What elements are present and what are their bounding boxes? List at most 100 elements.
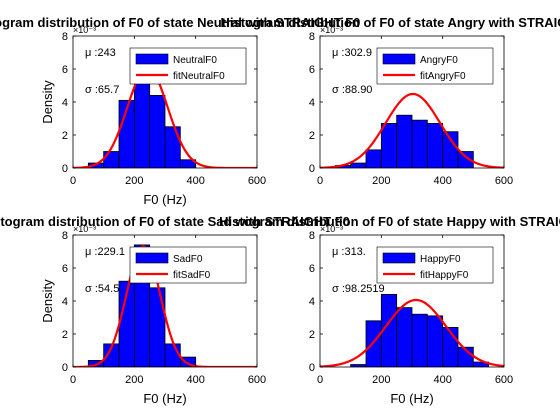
- x-tick-label: 600: [495, 374, 513, 386]
- y-exponent-label: ×10⁻³: [73, 25, 96, 35]
- histogram-bar: [365, 320, 382, 367]
- y-axis-label: Density: [40, 279, 55, 323]
- y-tick-label: 6: [62, 263, 68, 275]
- histogram-bar: [365, 149, 382, 168]
- histogram-bar: [380, 123, 398, 168]
- histogram-bar: [426, 123, 444, 168]
- histogram-bar: [179, 356, 197, 367]
- x-tick-label: 400: [186, 374, 204, 386]
- histogram-bar: [396, 114, 413, 168]
- chart-title: Histogram distribution of F0 of state Ne…: [0, 15, 360, 30]
- x-tick-label: 0: [70, 374, 76, 386]
- x-tick-label: 200: [125, 175, 143, 187]
- x-tick-label: 600: [248, 374, 266, 386]
- y-tick-label: 8: [62, 230, 68, 242]
- sigma-annotation: σ :65.7: [85, 84, 119, 96]
- y-tick-label: 6: [309, 64, 315, 76]
- bar-group: [334, 114, 474, 168]
- mu-annotation: μ :302.9: [332, 47, 372, 59]
- y-axis-label: Density: [40, 80, 55, 124]
- subplot-3: μ :229.1 σ :54.5 SadF0 fitSadF0 0 200 400 600 0 2…: [40, 224, 266, 406]
- histogram-bar: [411, 313, 428, 367]
- histogram-bar: [179, 159, 197, 168]
- y-tick-label: 4: [62, 296, 68, 308]
- histogram-bar: [426, 315, 444, 367]
- y-tick-label: 0: [62, 362, 68, 374]
- histogram-bar: [411, 119, 428, 168]
- x-tick-label: 0: [317, 175, 323, 187]
- legend-label-fit: fitHappyF0: [420, 270, 469, 281]
- fit-curve-line: [320, 92, 504, 168]
- y-tick-label: 0: [309, 163, 315, 175]
- histogram-bar: [442, 131, 459, 168]
- histogram-bar: [149, 95, 166, 168]
- x-tick-label: 200: [372, 374, 390, 386]
- histogram-bar: [103, 151, 120, 168]
- y-exponent-label: ×10⁻³: [320, 224, 343, 234]
- legend-swatch-bar: [135, 252, 169, 264]
- legend-swatch-bar: [382, 53, 416, 65]
- y-tick-label: 2: [309, 130, 315, 142]
- mu-annotation: μ :243: [85, 47, 116, 59]
- histogram-bar: [149, 287, 166, 367]
- mu-annotation: μ :229.1: [85, 246, 125, 258]
- x-axis-label: F0 (Hz): [143, 391, 186, 406]
- x-tick-label: 600: [248, 175, 266, 187]
- x-tick-label: 200: [372, 175, 390, 187]
- x-axis-label: F0 (Hz): [143, 192, 186, 207]
- x-tick-label: 400: [433, 374, 451, 386]
- y-tick-label: 2: [62, 329, 68, 341]
- y-tick-label: 8: [62, 31, 68, 43]
- histogram-bar: [350, 162, 367, 168]
- fit-curve-line: [73, 245, 257, 367]
- chart-title: Histogram distribution of F0 of state Ha…: [219, 214, 560, 229]
- chart-title: Histogram distribution of F0 of state An…: [220, 15, 560, 30]
- bar-group: [350, 293, 490, 367]
- y-tick-label: 0: [309, 362, 315, 374]
- legend-label-fit: fitNeutralF0: [173, 71, 225, 82]
- subplot-2: μ :302.9 σ :88.90 AngryF0 fitAngryF0 0 200 400…: [309, 25, 513, 187]
- y-tick-label: 8: [309, 230, 315, 242]
- legend-label-histogram: SadF0: [173, 254, 203, 265]
- mu-annotation: μ :313.: [332, 246, 366, 258]
- y-tick-label: 2: [62, 130, 68, 142]
- legend-label-histogram: AngryF0: [420, 55, 458, 66]
- bar-group: [87, 73, 197, 168]
- fit-curve-line: [320, 298, 504, 367]
- y-tick-label: 0: [62, 163, 68, 175]
- y-tick-label: 4: [62, 97, 68, 109]
- x-tick-label: 200: [125, 374, 143, 386]
- legend-label-fit: fitAngryF0: [420, 71, 466, 82]
- x-axis-label: F0 (Hz): [390, 391, 433, 406]
- y-tick-label: 8: [309, 31, 315, 43]
- x-tick-label: 0: [317, 374, 323, 386]
- histogram-bar: [164, 126, 181, 168]
- x-tick-label: 400: [433, 175, 451, 187]
- y-tick-label: 2: [309, 329, 315, 341]
- y-tick-label: 6: [309, 263, 315, 275]
- sigma-annotation: σ :88.90: [332, 84, 372, 96]
- legend-label-histogram: HappyF0: [420, 254, 461, 265]
- x-tick-label: 600: [495, 175, 513, 187]
- legend-swatch-bar: [135, 53, 169, 65]
- x-tick-label: 400: [186, 175, 204, 187]
- sigma-annotation: σ :98.2519: [332, 283, 385, 295]
- histogram-bar: [133, 73, 151, 168]
- legend-swatch-bar: [382, 252, 416, 264]
- y-exponent-label: ×10⁻³: [320, 25, 343, 35]
- sigma-annotation: σ :54.5: [85, 283, 119, 295]
- y-tick-label: 4: [309, 296, 315, 308]
- x-tick-label: 0: [70, 175, 76, 187]
- y-tick-label: 6: [62, 64, 68, 76]
- histogram-bar: [164, 343, 181, 367]
- legend-label-fit: fitSadF0: [173, 270, 211, 281]
- y-tick-label: 4: [309, 97, 315, 109]
- legend-label-histogram: NeutralF0: [173, 55, 217, 66]
- histogram-bar: [396, 307, 413, 367]
- chart-title: Histogram distribution of F0 of state Sa…: [0, 214, 350, 229]
- y-exponent-label: ×10⁻³: [73, 224, 96, 234]
- histogram-bar: [457, 151, 474, 168]
